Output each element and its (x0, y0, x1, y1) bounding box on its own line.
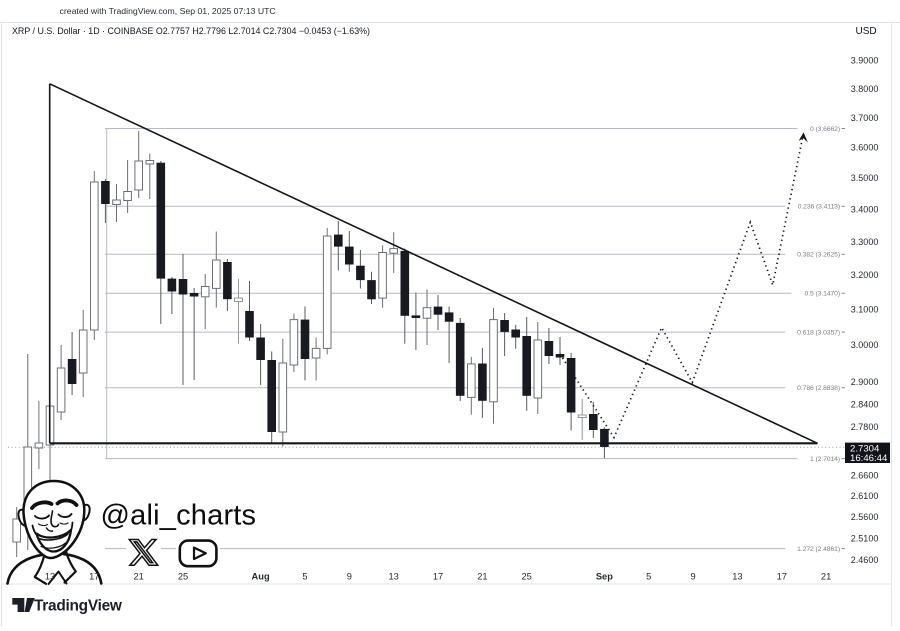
svg-text:2.5100: 2.5100 (851, 534, 879, 544)
svg-text:3.3000: 3.3000 (851, 237, 879, 247)
svg-text:21: 21 (821, 572, 831, 582)
svg-text:created with TradingView.com,: created with TradingView.com, Sep 01, 20… (60, 6, 276, 16)
svg-text:21: 21 (477, 572, 487, 582)
svg-text:13: 13 (45, 572, 55, 582)
svg-text:3.6000: 3.6000 (851, 143, 879, 153)
svg-text:5: 5 (302, 572, 307, 582)
svg-text:2.8400: 2.8400 (851, 400, 879, 410)
svg-text:17: 17 (89, 572, 99, 582)
svg-text:25: 25 (522, 572, 532, 582)
svg-text:3.5000: 3.5000 (851, 173, 879, 183)
svg-text:3.1000: 3.1000 (851, 305, 879, 315)
svg-text:0.786 (2.8838): 0.786 (2.8838) (797, 385, 840, 392)
svg-text:3.7000: 3.7000 (851, 113, 879, 123)
svg-text:3.4000: 3.4000 (851, 205, 879, 215)
svg-text:21: 21 (134, 572, 144, 582)
svg-text:2.7800: 2.7800 (851, 422, 879, 432)
svg-text:3.0000: 3.0000 (851, 340, 879, 350)
svg-text:3.2000: 3.2000 (851, 270, 879, 280)
svg-text:9: 9 (691, 572, 696, 582)
svg-text:Aug: Aug (252, 572, 270, 582)
svg-text:13: 13 (732, 572, 742, 582)
svg-text:17: 17 (777, 572, 787, 582)
svg-text:2.9000: 2.9000 (851, 377, 879, 387)
svg-text:0.5 (3.1470): 0.5 (3.1470) (805, 291, 840, 298)
svg-text:@ali_charts: @ali_charts (101, 500, 257, 532)
svg-text:1.272 (2.4861): 1.272 (2.4861) (797, 546, 840, 553)
svg-text:3.9000: 3.9000 (851, 56, 879, 66)
svg-text:3.8000: 3.8000 (851, 84, 879, 94)
svg-text:1 (2.7014): 1 (2.7014) (810, 456, 840, 463)
svg-text:17: 17 (433, 572, 443, 582)
svg-text:2.6600: 2.6600 (851, 471, 879, 481)
svg-text:9: 9 (347, 572, 352, 582)
svg-text:0 (3.6662): 0 (3.6662) (810, 126, 840, 133)
svg-text:USD: USD (856, 26, 877, 37)
svg-text:2.7304: 2.7304 (850, 443, 880, 454)
svg-text:0.382 (3.2625): 0.382 (3.2625) (797, 252, 840, 259)
svg-text:TradingView: TradingView (34, 598, 122, 615)
svg-text:2.6100: 2.6100 (851, 491, 879, 501)
svg-text:16:46:44: 16:46:44 (850, 453, 888, 464)
svg-text:2.4600: 2.4600 (851, 555, 879, 565)
svg-text:2.5600: 2.5600 (851, 512, 879, 522)
svg-text:XRP / U.S. Dollar · 1D · COINB: XRP / U.S. Dollar · 1D · COINBASE O2.775… (12, 26, 370, 36)
svg-text:0.236 (3.4113): 0.236 (3.4113) (798, 204, 840, 211)
svg-text:Sep: Sep (596, 572, 613, 582)
svg-text:25: 25 (178, 572, 188, 582)
svg-text:5: 5 (646, 572, 651, 582)
svg-text:13: 13 (389, 572, 399, 582)
svg-text:0.618 (3.0357): 0.618 (3.0357) (797, 329, 840, 336)
